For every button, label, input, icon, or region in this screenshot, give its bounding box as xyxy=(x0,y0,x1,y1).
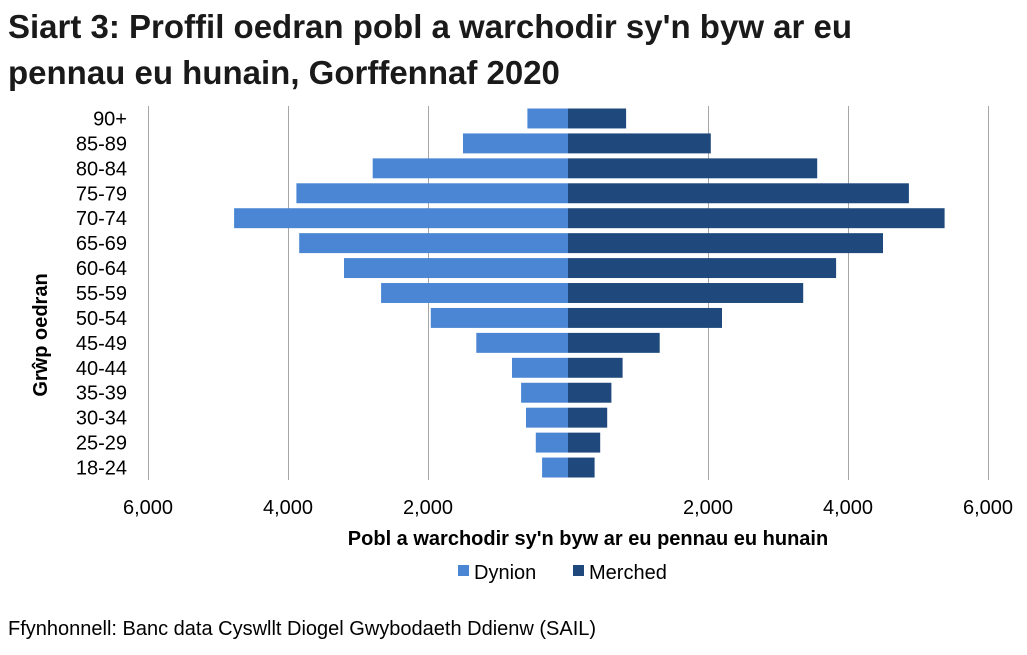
x-tick-label-3: 2,000 xyxy=(683,497,733,519)
y-tick-label-30-34: 30-34 xyxy=(76,408,127,430)
y-tick-label-18-24: 18-24 xyxy=(76,458,127,480)
x-tick-label-0: 6,000 xyxy=(123,497,173,519)
bar-merched-75-79 xyxy=(568,183,909,204)
bar-dynion-30-34 xyxy=(526,407,568,428)
y-tick-label-75-79: 75-79 xyxy=(76,183,127,205)
bar-merched-55-59 xyxy=(568,283,804,303)
population-pyramid-chart: 90+ 85-89 80-84 75-79 70-74 65-69 60-64 55-59 50… xyxy=(30,106,1013,584)
bar-dynion-35-39 xyxy=(521,382,568,403)
bar-dynion-70-74 xyxy=(234,208,568,229)
y-tick-label-90plus: 90+ xyxy=(93,108,127,130)
y-tick-label-55-59: 55-59 xyxy=(76,283,127,305)
bar-dynion-60-64 xyxy=(344,258,568,279)
bar-merched-45-49 xyxy=(568,332,660,353)
bar-dynion-45-49 xyxy=(476,332,568,353)
y-tick-label-25-29: 25-29 xyxy=(76,433,127,455)
bar-merched-35-39 xyxy=(568,382,612,403)
x-tick-label-4: 4,000 xyxy=(823,497,873,519)
y-tick-label-50-54: 50-54 xyxy=(76,308,127,330)
bar-merched-60-64 xyxy=(568,258,837,279)
bar-dynion-25-29 xyxy=(535,432,568,453)
x-axis-title: Pobl a warchodir sy'n byw ar eu pennau e… xyxy=(348,528,828,550)
legend: Dynion Merched xyxy=(458,562,667,584)
bar-dynion-40-44 xyxy=(512,357,568,378)
bar-dynion-50-54 xyxy=(430,307,568,328)
bar-dynion-75-79 xyxy=(296,183,568,204)
x-tick-label-2: 2,000 xyxy=(403,497,453,519)
chart-title-line-1: Siart 3: Proffil oedran pobl a warchodir… xyxy=(8,8,853,45)
legend-swatch-merched xyxy=(573,565,584,576)
legend-label-merched: Merched xyxy=(589,562,667,584)
y-tick-label-40-44: 40-44 xyxy=(76,358,127,380)
bar-merched-50-54 xyxy=(568,307,722,328)
bars xyxy=(234,108,945,478)
bar-merched-65-69 xyxy=(568,233,883,254)
source-note: Ffynhonnell: Banc data Cyswllt Diogel Gw… xyxy=(8,618,597,640)
y-tick-labels: 90+ 85-89 80-84 75-79 70-74 65-69 60-64 55-59 50… xyxy=(76,108,127,479)
y-axis-title: Grŵp oedran xyxy=(30,273,52,396)
x-tick-label-1: 4,000 xyxy=(263,497,313,519)
bar-dynion-18-24 xyxy=(542,457,568,478)
y-tick-label-70-74: 70-74 xyxy=(76,208,127,230)
y-tick-label-45-49: 45-49 xyxy=(76,333,127,355)
bar-merched-90plus xyxy=(568,108,627,129)
bar-merched-40-44 xyxy=(568,357,623,378)
bar-dynion-85-89 xyxy=(463,133,568,154)
x-tick-label-5: 6,000 xyxy=(963,497,1013,519)
y-tick-label-65-69: 65-69 xyxy=(76,233,127,255)
x-tick-labels: 6,000 4,000 2,000 2,000 4,000 6,000 xyxy=(123,497,1013,519)
y-tick-label-60-64: 60-64 xyxy=(76,258,127,280)
y-tick-label-85-89: 85-89 xyxy=(76,133,127,155)
y-tick-label-80-84: 80-84 xyxy=(76,158,127,180)
bar-dynion-90plus xyxy=(527,108,568,129)
chart-title: Siart 3: Proffil oedran pobl a warchodir… xyxy=(8,4,1018,96)
legend-swatch-dynion xyxy=(458,565,469,576)
y-tick-label-35-39: 35-39 xyxy=(76,383,127,405)
legend-label-dynion: Dynion xyxy=(474,562,536,584)
bar-merched-18-24 xyxy=(568,457,595,478)
chart-title-line-2: pennau eu hunain, Gorffennaf 2020 xyxy=(8,54,560,91)
bar-merched-85-89 xyxy=(568,133,711,154)
bar-merched-80-84 xyxy=(568,158,818,179)
bar-dynion-55-59 xyxy=(381,283,568,303)
bar-merched-25-29 xyxy=(568,432,601,453)
bar-dynion-65-69 xyxy=(299,233,568,254)
bar-dynion-80-84 xyxy=(372,158,568,179)
bar-merched-70-74 xyxy=(568,208,945,229)
bar-merched-30-34 xyxy=(568,407,608,428)
